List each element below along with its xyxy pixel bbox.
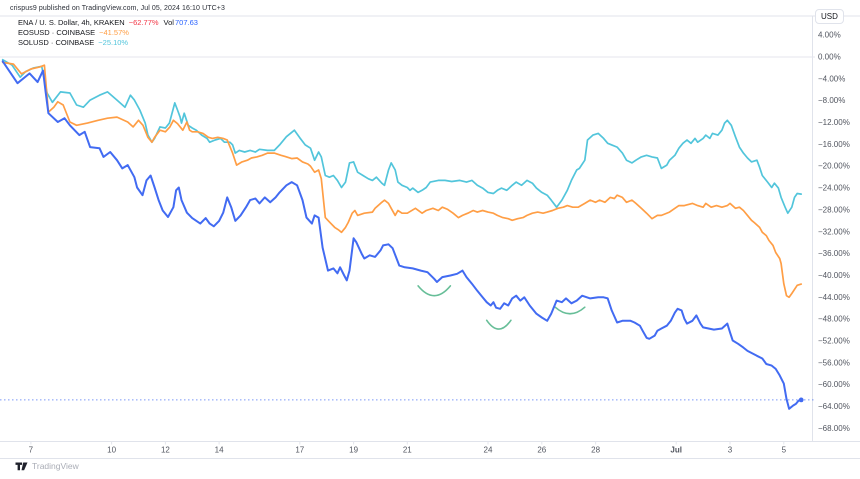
price-axis-label: −28.00%	[818, 205, 850, 214]
chart-pane[interactable]	[0, 16, 812, 441]
legend-vol-label: Vol	[163, 18, 174, 27]
tradingview-logo-text: TradingView	[32, 461, 79, 471]
time-axis-label: 28	[591, 446, 600, 455]
price-axis-label: −40.00%	[818, 271, 850, 280]
arc-annotation-3	[554, 306, 586, 315]
ena-last-price-dot	[798, 397, 804, 403]
legend-row-sol[interactable]: SOLUSD · COINBASE −25.10%	[18, 38, 198, 48]
legend-change-ena: −62.77%	[128, 18, 159, 27]
price-axis-label: −36.00%	[818, 249, 850, 258]
price-axis-label: −56.00%	[818, 358, 850, 367]
series-line-ena	[1, 60, 803, 410]
time-axis-label: 5	[782, 446, 787, 455]
publish-info: crispus9 published on TradingView.com, J…	[10, 5, 225, 12]
price-axis-label: −12.00%	[818, 118, 850, 127]
series-line-sol	[1, 58, 803, 215]
time-axis-label: 7	[29, 446, 34, 455]
price-axis-label: 4.00%	[818, 31, 841, 40]
time-axis-label: 17	[295, 446, 304, 455]
price-axis-label: −32.00%	[818, 227, 850, 236]
price-axis-label: −68.00%	[818, 424, 850, 433]
time-axis[interactable]	[0, 441, 812, 458]
currency-toggle-button[interactable]: USD	[815, 9, 844, 24]
legend-row-eos[interactable]: EOSUSD · COINBASE −41.57%	[18, 28, 198, 38]
legend-change-eos: −41.57%	[99, 28, 129, 37]
legend-vol-value: 707.63	[174, 18, 198, 27]
price-axis-label: −60.00%	[818, 380, 850, 389]
series-line-eos	[1, 61, 803, 299]
price-axis-label: −16.00%	[818, 140, 850, 149]
time-axis-label: 10	[107, 446, 116, 455]
time-axis-label: 24	[484, 446, 493, 455]
legend-row-ena[interactable]: ENA / U. S. Dollar, 4h, KRAKEN −62.77% Vol…	[18, 18, 198, 28]
time-axis-label: 26	[537, 446, 546, 455]
time-axis-label: Jul	[670, 446, 682, 455]
price-axis-label: −44.00%	[818, 293, 850, 302]
legend-title-eos: EOSUSD · COINBASE	[18, 28, 96, 37]
tradingview-logo[interactable]: TradingView	[15, 461, 79, 471]
price-axis-label: 0.00%	[818, 53, 841, 62]
time-axis-label: 19	[349, 446, 358, 455]
price-axis-label: −8.00%	[818, 96, 845, 105]
price-axis-label: −64.00%	[818, 402, 850, 411]
legend-title-ena: ENA / U. S. Dollar, 4h, KRAKEN	[18, 18, 125, 27]
price-axis[interactable]	[812, 16, 860, 441]
arc-annotation-2	[485, 319, 512, 330]
time-axis-label: 3	[728, 446, 733, 455]
price-axis-label: −24.00%	[818, 184, 850, 193]
price-axis-label: −52.00%	[818, 337, 850, 346]
time-axis-label: 14	[215, 446, 224, 455]
time-axis-label: 12	[161, 446, 170, 455]
legend-title-sol: SOLUSD · COINBASE	[18, 38, 95, 47]
time-axis-label: 21	[403, 446, 412, 455]
legend: ENA / U. S. Dollar, 4h, KRAKEN −62.77% Vol…	[18, 18, 198, 48]
price-axis-label: −20.00%	[818, 162, 850, 171]
price-axis-label: −48.00%	[818, 315, 850, 324]
tradingview-logo-icon	[15, 462, 28, 470]
arc-annotation-1	[417, 285, 452, 297]
legend-change-sol: −25.10%	[98, 38, 129, 47]
price-axis-label: −4.00%	[818, 74, 845, 83]
